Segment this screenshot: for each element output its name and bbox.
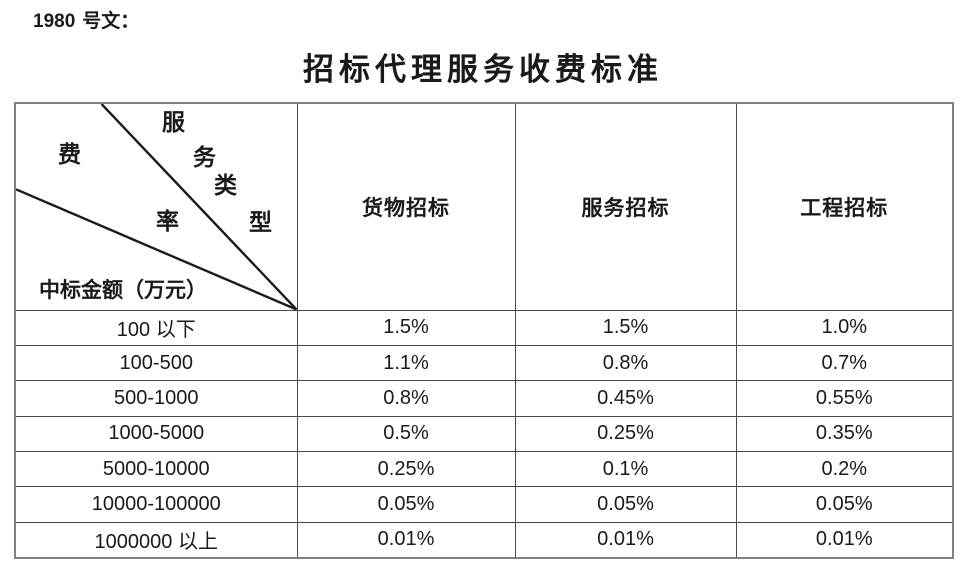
column-header-engineering: 工程招标 xyxy=(735,102,954,311)
fee-value: 0.05% xyxy=(735,486,954,523)
fee-value: 1.5% xyxy=(514,309,737,346)
row-label: 100-500 xyxy=(14,344,298,382)
row-label: 100 以下 xyxy=(14,309,298,346)
fee-value: 1.5% xyxy=(296,309,516,346)
fee-value: 0.2% xyxy=(735,451,954,488)
corner-label-fee-rate-char1: 费 xyxy=(58,142,81,167)
fee-value: 1.1% xyxy=(296,344,516,382)
corner-label-service-type-char4: 型 xyxy=(249,210,272,235)
fee-value: 0.35% xyxy=(735,415,954,453)
fee-value: 0.25% xyxy=(296,451,516,488)
row-label: 5000-10000 xyxy=(14,451,298,488)
row-label: 1000000 以上 xyxy=(14,521,298,559)
fee-value: 0.05% xyxy=(296,486,516,523)
table-row: 100-500 1.1% 0.8% 0.7% xyxy=(14,344,954,382)
corner-label-fee-rate-char2: 率 xyxy=(156,209,179,234)
header-row: 服 务 类 型 费 率 中标金额（万元） 货物招标 服务招标 工程招标 xyxy=(14,102,954,311)
table-row: 100 以下 1.5% 1.5% 1.0% xyxy=(14,309,954,346)
diagonal-corner-content: 服 务 类 型 费 率 中标金额（万元） xyxy=(16,104,296,309)
table-row: 1000-5000 0.5% 0.25% 0.35% xyxy=(14,415,954,453)
fee-value: 0.01% xyxy=(735,521,954,559)
table-row: 1000000 以上 0.01% 0.01% 0.01% xyxy=(14,521,954,559)
fee-value: 0.8% xyxy=(296,380,516,417)
corner-label-bid-amount: 中标金额（万元） xyxy=(39,278,207,302)
row-label: 10000-100000 xyxy=(14,486,298,523)
fee-value: 0.55% xyxy=(735,380,954,417)
fee-standard-table: 服 务 类 型 费 率 中标金额（万元） 货物招标 服务招标 工程招标 100 … xyxy=(14,102,954,559)
row-label: 500-1000 xyxy=(14,380,298,417)
fee-value: 0.8% xyxy=(514,344,737,382)
row-label: 1000-5000 xyxy=(14,415,298,453)
corner-label-service-type-char3: 类 xyxy=(214,173,237,198)
doc-number-value: 1980 xyxy=(33,11,76,32)
fee-value: 1.0% xyxy=(735,309,954,346)
fee-value: 0.7% xyxy=(735,344,954,382)
fee-value: 0.01% xyxy=(514,521,737,559)
fee-value: 0.05% xyxy=(514,486,737,523)
column-header-goods: 货物招标 xyxy=(296,102,516,311)
table-row: 500-1000 0.8% 0.45% 0.55% xyxy=(14,380,954,417)
column-header-service: 服务招标 xyxy=(514,102,737,311)
table-row: 10000-100000 0.05% 0.05% 0.05% xyxy=(14,486,954,523)
doc-number: 1980 号文： xyxy=(33,6,139,33)
fee-value: 0.25% xyxy=(514,415,737,453)
fee-value: 0.45% xyxy=(514,380,737,417)
table-row: 5000-10000 0.25% 0.1% 0.2% xyxy=(14,451,954,488)
corner-label-service-type-char1: 服 xyxy=(162,110,185,135)
fee-value: 0.5% xyxy=(296,415,516,453)
corner-label-service-type-char2: 务 xyxy=(193,145,216,170)
doc-number-suffix: 号文： xyxy=(82,11,140,32)
page-title: 招标代理服务收费标准 xyxy=(303,52,663,87)
fee-value: 0.1% xyxy=(514,451,737,488)
diagonal-lines xyxy=(16,104,296,309)
diagonal-corner-cell: 服 务 类 型 费 率 中标金额（万元） xyxy=(14,102,298,311)
fee-value: 0.01% xyxy=(296,521,516,559)
